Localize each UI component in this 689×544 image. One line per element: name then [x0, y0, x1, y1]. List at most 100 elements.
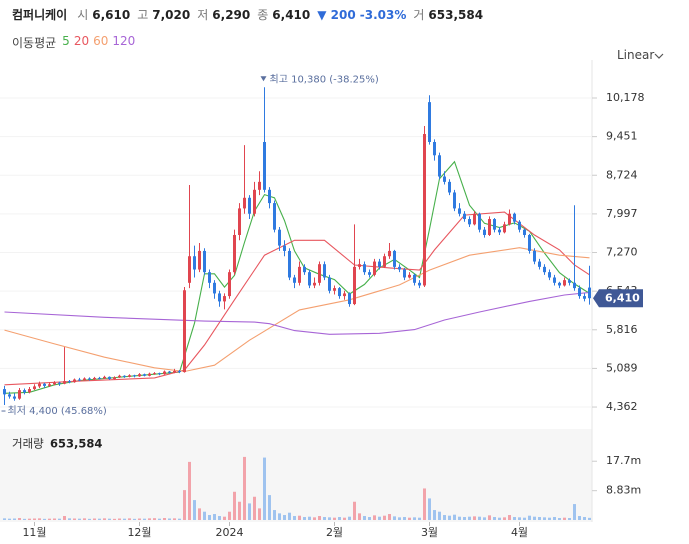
volume-value: 653,584 [50, 437, 102, 451]
candle-body [543, 266, 546, 273]
candle-body [83, 378, 86, 381]
candle-body [253, 189, 256, 214]
volume-bar [323, 517, 326, 520]
candle-body [568, 280, 571, 283]
volume-bar [533, 516, 536, 520]
x-tick-label: 2024 [216, 526, 244, 539]
candle-body [273, 203, 276, 230]
candle-body [283, 245, 286, 251]
y-tick-label: 10,178 [606, 91, 645, 104]
volume-bar [48, 518, 51, 520]
candle-body [78, 379, 81, 381]
candle-body [63, 381, 66, 384]
candle-body [423, 134, 426, 286]
volume-bar [158, 518, 161, 520]
candle-body [408, 274, 411, 278]
candle-body [328, 277, 331, 291]
volume-bar [228, 511, 231, 520]
legend-entry: 120 [112, 34, 136, 48]
candle-body [558, 282, 561, 286]
volume-bar [113, 518, 116, 520]
volume-bar [363, 516, 366, 520]
candle-body [208, 272, 211, 283]
candle-body [203, 250, 206, 273]
volume-bar [453, 514, 456, 520]
volume-bar [128, 518, 131, 520]
candle-body [223, 296, 226, 302]
candle-body [488, 219, 491, 235]
candle-body [338, 288, 341, 297]
candle-body [468, 219, 471, 225]
volume-bar [293, 516, 296, 520]
candle-body [103, 376, 106, 379]
candle-body [368, 272, 371, 275]
volume-bar [343, 517, 346, 520]
moving-average-line [4, 160, 590, 394]
volume-bar [203, 511, 206, 520]
marker [260, 76, 267, 82]
candle-body [218, 293, 221, 302]
volume-bar [98, 518, 101, 520]
candle-body [268, 189, 271, 204]
volume-bar [423, 488, 426, 520]
candle-body [153, 373, 156, 375]
volume-bar [253, 496, 256, 520]
volume-bar [393, 516, 396, 520]
candle-body [378, 261, 381, 267]
volume-bar [198, 508, 201, 520]
label: 거 [413, 8, 425, 22]
candle-body [463, 213, 466, 220]
x-tick-label: 12월 [127, 526, 151, 539]
volume-bar [418, 517, 421, 520]
volume-bar [563, 517, 566, 520]
volume-bar [388, 514, 391, 520]
scale-selector[interactable]: Linear [617, 48, 655, 62]
candle-body [528, 234, 531, 251]
volume-bar [513, 517, 516, 520]
label: 저 [197, 8, 209, 22]
volume-bar [578, 516, 581, 520]
candle-body [168, 371, 171, 373]
candle-body [148, 373, 151, 376]
candle-body [68, 381, 71, 383]
volume-bar [28, 518, 31, 520]
candle-body [453, 192, 456, 209]
volume-bar [68, 518, 71, 520]
candle-body [348, 293, 351, 305]
volume-bar [23, 518, 26, 520]
candle-body [398, 266, 401, 270]
volume-bar [408, 517, 411, 520]
volume-bar [368, 517, 371, 520]
candle-body [383, 256, 386, 267]
y-tick-label: 7,270 [606, 246, 638, 259]
candle-body [403, 269, 406, 278]
stock-name: 컴퍼니케이 [12, 8, 68, 22]
dropdown-chevron[interactable] [654, 53, 664, 59]
volume-bar [463, 517, 466, 520]
candle-body [353, 266, 356, 305]
y-tick-label: 7,997 [606, 207, 638, 220]
y-tick-label: 4,362 [606, 400, 638, 413]
volume-bar [433, 510, 436, 520]
volume-bar [38, 518, 41, 520]
y-tick-label: 9,451 [606, 130, 638, 143]
volume-bar [383, 515, 386, 520]
candle-body [43, 383, 46, 386]
volume-bar [153, 518, 156, 520]
volume-bar [528, 515, 531, 520]
volume-bar [78, 518, 81, 520]
candle-body [28, 389, 31, 393]
candle-body [133, 375, 136, 377]
volume-bar [213, 514, 216, 520]
volume-bar [208, 515, 211, 520]
price-tag [593, 289, 643, 308]
candle-body [363, 264, 366, 273]
candle-body [313, 282, 316, 286]
candle-body [18, 390, 21, 399]
volume-bar [538, 517, 541, 520]
candle-body [258, 181, 261, 190]
volume-bar [138, 518, 141, 520]
volume-bar [178, 518, 181, 520]
